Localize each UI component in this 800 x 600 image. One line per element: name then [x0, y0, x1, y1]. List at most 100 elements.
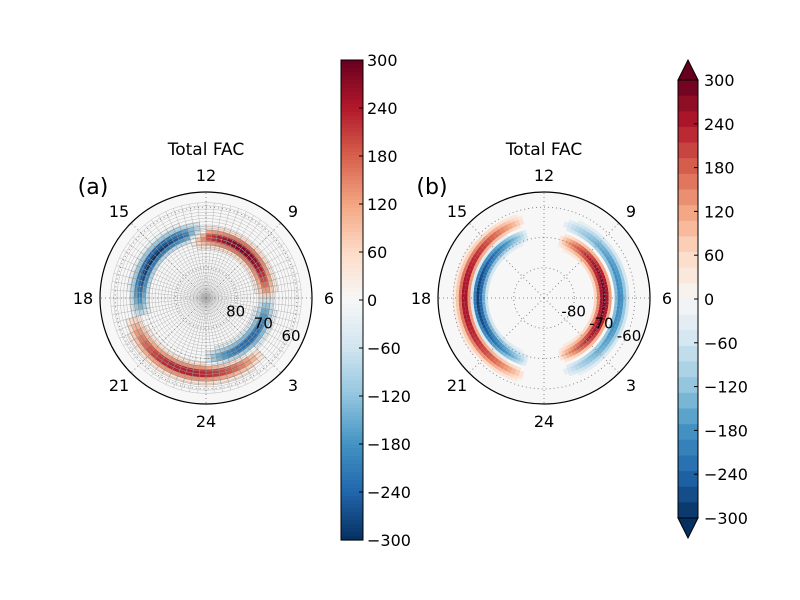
heatmap-cell [519, 370, 525, 375]
colorbar-segment [341, 468, 363, 473]
heatmap-cell [480, 257, 485, 263]
heatmap-cell [481, 232, 487, 238]
colorbar-segment [341, 160, 363, 165]
heatmap-cell [601, 324, 606, 329]
colorbar-segment [341, 532, 363, 537]
heatmap-cell [595, 352, 601, 358]
panel-b: Total FAC (b) 12 15 18 21 24 3 6 9 -80-70-60 [411, 140, 672, 431]
panel-a-grid [100, 192, 312, 404]
heatmap-cell [590, 325, 595, 331]
heatmap-cell [498, 245, 504, 250]
grid-spoke [197, 202, 207, 299]
mlt-spoke [468, 297, 545, 374]
heatmap-cell [476, 298, 480, 302]
heatmap-cell [609, 263, 614, 269]
heatmap-cell [607, 304, 612, 309]
colorbar-segment [678, 314, 698, 331]
heatmap-cell [478, 261, 483, 266]
heatmap-cell [605, 339, 611, 345]
heatmap-cell [511, 247, 517, 252]
heatmap-cell [589, 254, 595, 260]
mlt-label: 3 [626, 376, 636, 395]
heatmap-cell [486, 248, 492, 254]
colorbar-b: 300 240 180 120 60 0 −60 −120 −180 −240 −300 [677, 58, 748, 540]
grid-spoke [205, 243, 285, 299]
colorbar-segment [341, 396, 363, 401]
colorbar-segment [341, 252, 363, 257]
heatmap-cell [582, 229, 588, 234]
heatmap-cell [486, 359, 493, 365]
heatmap-cell [508, 235, 514, 240]
grid-spoke [138, 297, 207, 366]
heatmap-cell [617, 313, 622, 319]
heatmap-cell [482, 317, 487, 322]
heatmap-cell [468, 330, 474, 336]
heatmap-cell [623, 302, 627, 307]
heatmap-cell [464, 293, 468, 298]
heatmap-cell [600, 310, 605, 315]
heatmap-cell [585, 333, 590, 338]
heatmap-cell [477, 334, 483, 340]
heatmap-cell [475, 254, 480, 260]
colorbar-segment [341, 404, 363, 409]
heatmap-cell [205, 380, 214, 386]
heatmap-cell [596, 300, 600, 304]
heatmap-cell [616, 317, 621, 323]
colorbar-segment [678, 158, 698, 175]
colorbar-segment [341, 492, 363, 497]
heatmap-cell [588, 267, 593, 272]
heatmap-cell [562, 352, 567, 357]
heatmap-cell [608, 298, 612, 302]
heatmap-cell [515, 359, 520, 364]
heatmap-cell [610, 258, 615, 264]
colorbar-a: 300 240 180 120 60 0 −60 −120 −180 −240 −300 [340, 51, 411, 550]
heatmap-cell [617, 301, 621, 307]
grid-spoke [205, 297, 261, 377]
heatmap-cell [564, 243, 568, 247]
heatmap-cell [460, 315, 465, 321]
heatmap-cell [595, 238, 601, 244]
heatmap-cell [586, 326, 591, 331]
grid-spoke [205, 202, 215, 299]
grid-spoke [181, 297, 207, 391]
heatmap-cell [485, 294, 489, 298]
heatmap-cell [589, 270, 594, 274]
heatmap-cell [604, 273, 609, 278]
heatmap-cell [603, 321, 608, 326]
heatmap-cell [472, 242, 478, 248]
heatmap-cell [567, 234, 572, 239]
heatmap-cell [471, 312, 476, 318]
mlt-label: 6 [662, 289, 672, 308]
heatmap-cell [605, 334, 611, 340]
heatmap-cell [601, 336, 606, 342]
heatmap-cell [493, 341, 499, 346]
heatmap-cell [592, 228, 598, 234]
heatmap-cell [608, 336, 613, 342]
heatmap-cell [568, 372, 574, 377]
heatmap-cell [452, 298, 456, 303]
heatmap-cell [477, 280, 482, 285]
heatmap-cell [464, 318, 469, 324]
heatmap-cell [600, 244, 606, 250]
heatmap-cell [596, 342, 602, 348]
heatmap-cell [575, 366, 581, 371]
heatmap-cell [462, 267, 468, 273]
heatmap-cell [578, 227, 584, 232]
heatmap-cell [580, 366, 586, 372]
heatmap-cell [470, 274, 474, 279]
heatmap-cell [491, 252, 496, 258]
heatmap-cell [485, 291, 489, 296]
heatmap-cell [613, 282, 617, 287]
colorbar-segment [341, 276, 363, 281]
heatmap-cell [516, 225, 522, 230]
heatmap-cell [614, 330, 620, 336]
grid-spoke [205, 224, 268, 299]
heatmap-cell [616, 326, 621, 332]
colorbar-segment [341, 416, 363, 421]
heatmap-cell [469, 265, 475, 271]
heatmap-cell [596, 243, 601, 249]
colorbar-segment [341, 436, 363, 441]
heatmap-cell [480, 321, 485, 326]
heatmap-cell [504, 339, 509, 344]
heatmap-cell [587, 343, 592, 349]
